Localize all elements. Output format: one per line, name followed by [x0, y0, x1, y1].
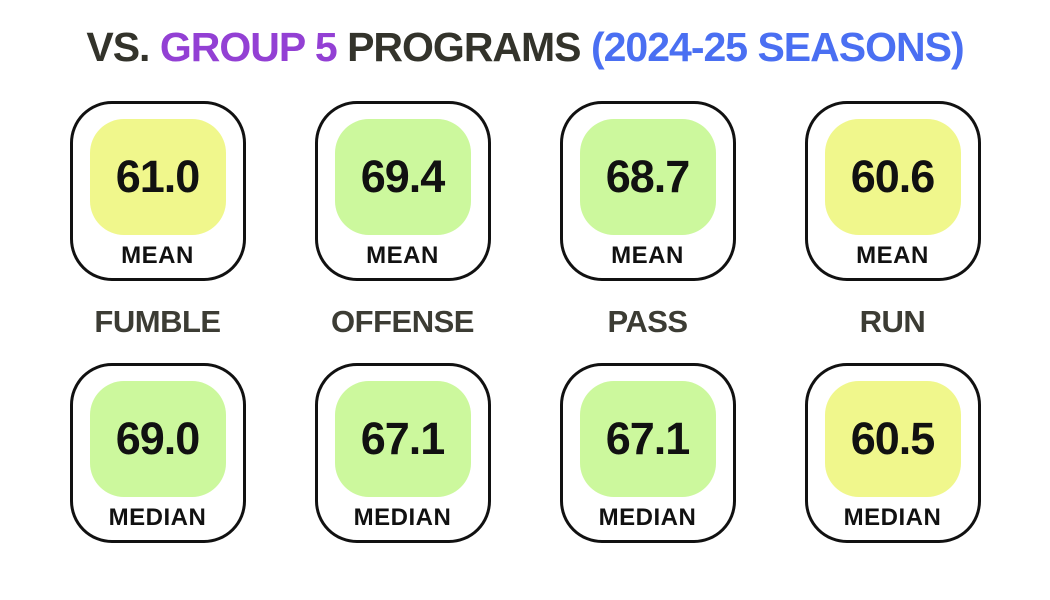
title-seasons: (2024-25 SEASONS) [590, 24, 965, 70]
metric-label-run: RUN [859, 304, 926, 339]
median-label: MEDIAN [598, 504, 697, 531]
mean-card-pass: 68.7 MEAN [559, 101, 736, 281]
median-label: MEDIAN [353, 504, 452, 531]
median-value: 67.1 [360, 413, 446, 464]
mean-card-fumble: 61.0 MEAN [69, 101, 246, 281]
title-vs: VS. [86, 24, 150, 70]
mean-label: MEAN [611, 242, 684, 269]
mean-label: MEAN [366, 242, 439, 269]
median-card-pass: 67.1 MEDIAN [559, 363, 736, 543]
metric-label-offense: OFFENSE [331, 304, 474, 339]
metric-column-pass: 68.7 MEAN PASS 67.1 MEDIAN [559, 101, 736, 543]
metric-label-fumble: FUMBLE [94, 304, 221, 339]
metric-column-offense: 69.4 MEAN OFFENSE 67.1 MEDIAN [314, 101, 491, 543]
median-label: MEDIAN [108, 504, 207, 531]
mean-card-offense: 69.4 MEAN [314, 101, 491, 281]
stats-grid: 61.0 MEAN FUMBLE 69.0 MEDIAN 69.4 MEAN O… [0, 101, 1050, 543]
mean-value-box: 69.4 [334, 119, 471, 235]
mean-value-box: 61.0 [89, 119, 226, 235]
mean-label: MEAN [856, 242, 929, 269]
mean-value-box: 68.7 [579, 119, 716, 235]
median-card-fumble: 69.0 MEDIAN [69, 363, 246, 543]
mean-value-box: 60.6 [824, 119, 961, 235]
title-programs: PROGRAMS [347, 24, 581, 70]
median-card-run: 60.5 MEDIAN [804, 363, 981, 543]
median-value-box: 67.1 [579, 381, 716, 497]
mean-card-run: 60.6 MEAN [804, 101, 981, 281]
median-card-offense: 67.1 MEDIAN [314, 363, 491, 543]
metric-column-fumble: 61.0 MEAN FUMBLE 69.0 MEDIAN [69, 101, 246, 543]
mean-value: 68.7 [605, 151, 691, 202]
metric-label-pass: PASS [607, 304, 688, 339]
page-title: VS. GROUP 5 PROGRAMS (2024-25 SEASONS) [0, 0, 1050, 71]
median-value-box: 67.1 [334, 381, 471, 497]
median-value-box: 60.5 [824, 381, 961, 497]
title-group5-highlight: GROUP 5 [159, 24, 338, 70]
median-value: 67.1 [605, 413, 691, 464]
metric-column-run: 60.6 MEAN RUN 60.5 MEDIAN [804, 101, 981, 543]
mean-value: 61.0 [115, 151, 201, 202]
mean-label: MEAN [121, 242, 194, 269]
median-value: 60.5 [850, 413, 936, 464]
median-value: 69.0 [115, 413, 201, 464]
median-value-box: 69.0 [89, 381, 226, 497]
median-label: MEDIAN [843, 504, 942, 531]
mean-value: 60.6 [850, 151, 936, 202]
mean-value: 69.4 [360, 151, 446, 202]
